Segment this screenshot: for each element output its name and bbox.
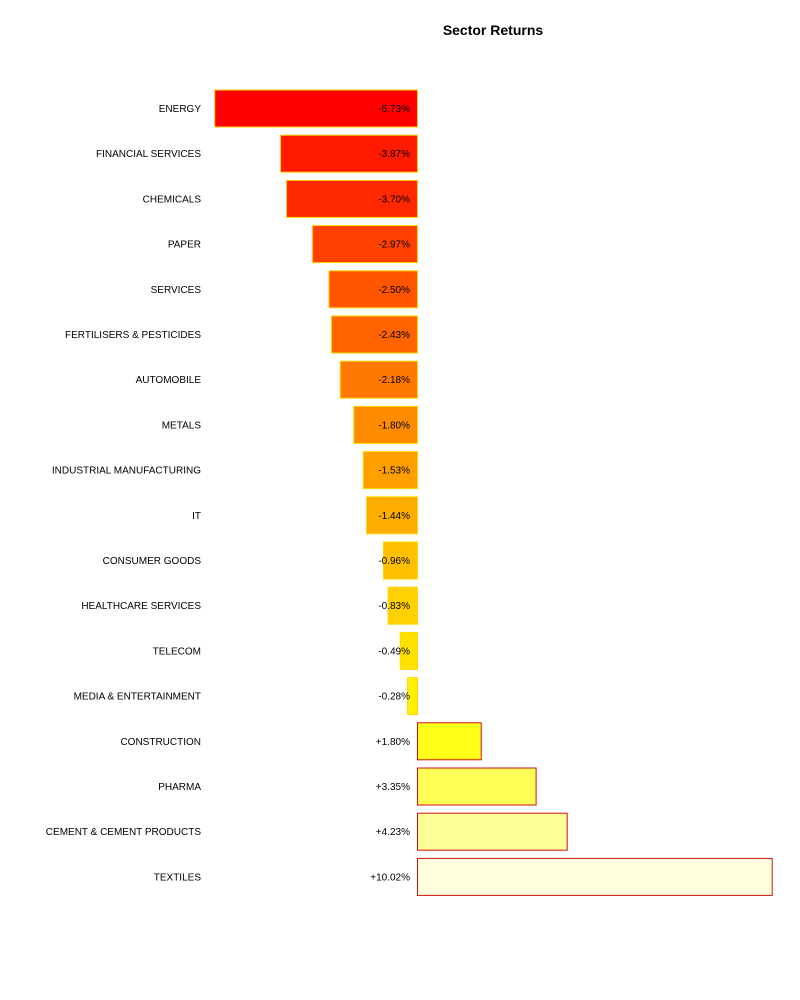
value-label-3: -2.97% — [378, 240, 410, 251]
category-label-12: TELECOM — [153, 646, 201, 657]
bar-3 — [311, 225, 418, 264]
category-label-1: FINANCIAL SERVICES — [96, 149, 201, 160]
category-label-17: TEXTILES — [154, 872, 202, 883]
value-label-13: -0.28% — [378, 692, 410, 703]
chart-title: Sector Returns — [443, 22, 544, 38]
bar-10 — [383, 541, 418, 580]
bar-7 — [353, 405, 418, 444]
bar-1 — [280, 134, 418, 173]
bar-11 — [387, 586, 419, 625]
value-labels-group: -5.73% -3.87% -3.70% -2.97% -2.50% -2.43% -2.1… — [370, 104, 410, 883]
category-label-4: SERVICES — [151, 285, 202, 296]
category-label-15: PHARMA — [158, 782, 201, 793]
category-label-11: HEALTHCARE SERVICES — [81, 601, 201, 612]
bars-group — [214, 89, 773, 896]
bar-4 — [328, 270, 418, 309]
value-label-9: -1.44% — [378, 511, 410, 522]
category-label-3: PAPER — [168, 240, 201, 251]
category-label-0: ENERGY — [159, 104, 202, 115]
value-label-14: +1.80% — [376, 737, 410, 748]
value-label-16: +4.23% — [376, 827, 410, 838]
category-label-7: METALS — [162, 420, 202, 431]
value-label-0: -5.73% — [378, 104, 410, 115]
value-label-5: -2.43% — [378, 330, 410, 341]
value-label-17: +10.02% — [370, 872, 410, 883]
category-label-5: FERTILISERS & PESTICIDES — [65, 330, 201, 341]
category-labels-group: ENERGY FINANCIAL SERVICES CHEMICALS PAPER SE… — [46, 104, 202, 883]
bar-9 — [366, 496, 418, 535]
value-label-12: -0.49% — [378, 646, 410, 657]
value-label-7: -1.80% — [378, 420, 410, 431]
category-label-2: CHEMICALS — [143, 194, 202, 205]
value-label-10: -0.96% — [378, 556, 410, 567]
category-label-13: MEDIA & ENTERTAINMENT — [74, 692, 201, 703]
bar-5 — [331, 315, 418, 354]
value-label-6: -2.18% — [378, 375, 410, 386]
category-label-10: CONSUMER GOODS — [103, 556, 202, 567]
category-label-9: IT — [192, 511, 201, 522]
bar-0 — [214, 89, 418, 128]
bar-15 — [417, 767, 537, 806]
category-label-6: AUTOMOBILE — [136, 375, 202, 386]
bar-8 — [362, 451, 418, 490]
category-label-8: INDUSTRIAL MANUFACTURING — [52, 466, 201, 477]
value-label-2: -3.70% — [378, 194, 410, 205]
value-label-15: +3.35% — [376, 782, 410, 793]
bar-17 — [417, 857, 773, 896]
bar-2 — [286, 179, 418, 218]
bar-12 — [399, 631, 419, 670]
bar-16 — [417, 812, 568, 851]
value-label-1: -3.87% — [378, 149, 410, 160]
category-label-16: CEMENT & CEMENT PRODUCTS — [46, 827, 202, 838]
category-label-14: CONSTRUCTION — [120, 737, 201, 748]
bar-13 — [407, 677, 419, 716]
value-label-11: -0.83% — [378, 601, 410, 612]
bar-14 — [417, 722, 482, 761]
value-label-8: -1.53% — [378, 466, 410, 477]
bar-6 — [339, 360, 418, 399]
value-label-4: -2.50% — [378, 285, 410, 296]
